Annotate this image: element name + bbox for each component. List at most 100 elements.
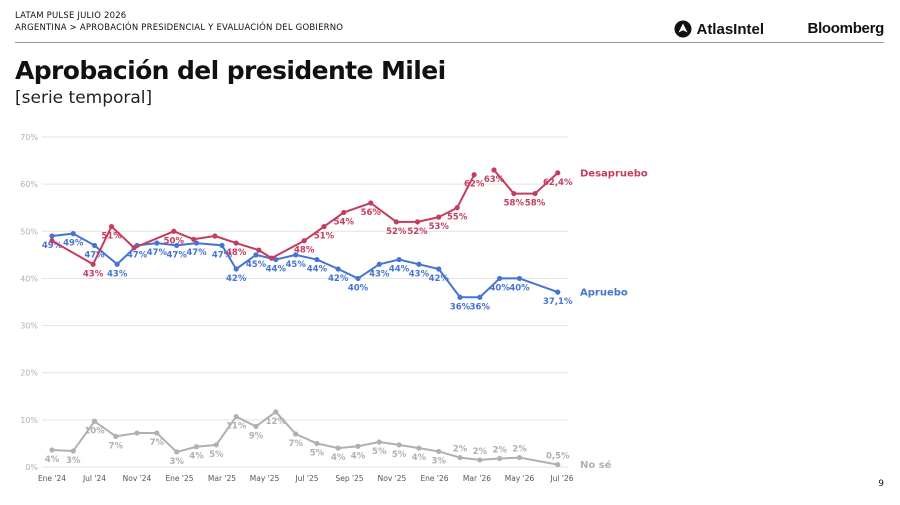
series-end-label-apruebo: Apruebo	[580, 288, 628, 299]
desapruebo-point	[321, 223, 327, 230]
desapruebo-data-label: 48%	[294, 246, 315, 256]
desapruebo-point	[108, 223, 115, 230]
apruebo-point	[114, 261, 120, 267]
nose-data-label: 3%	[432, 456, 447, 466]
apruebo-point	[376, 261, 382, 267]
apruebo-data-label: 44%	[266, 265, 287, 275]
nose-data-label: 12%	[266, 417, 287, 427]
desapruebo-data-label: 58%	[504, 199, 525, 209]
apruebo-data-label: 49%	[63, 239, 84, 249]
x-tick-label: Sep '25	[335, 474, 363, 483]
desapruebo-data-label: 54%	[334, 217, 355, 227]
apruebo-data-label: 40%	[509, 283, 530, 293]
desapruebo-point	[191, 236, 197, 242]
apruebo-data-label: 40%	[348, 283, 369, 293]
nose-data-label: 4%	[351, 451, 366, 461]
apruebo-data-label: 42%	[328, 274, 349, 284]
desapruebo-point	[131, 245, 137, 251]
nose-point	[355, 443, 361, 449]
apruebo-point	[416, 261, 422, 267]
survey-name: LATAM PULSE JULIO 2026	[15, 11, 127, 21]
nose-point	[154, 430, 160, 436]
nose-data-label: 4%	[45, 455, 60, 465]
atlasintel-logo: AtlasIntel	[674, 20, 764, 38]
nose-data-label: 5%	[209, 450, 224, 460]
apruebo-point	[233, 266, 239, 272]
desapruebo-point	[414, 219, 421, 225]
apruebo-data-label: 47%	[147, 248, 168, 258]
desapruebo-point	[212, 233, 218, 239]
series-end-label-nose: No sé	[580, 459, 612, 471]
y-tick-label: 10%	[20, 416, 38, 425]
desapruebo-data-label: 43%	[83, 269, 104, 279]
x-tick-label: May '25	[250, 474, 280, 483]
nose-point	[516, 454, 523, 461]
nose-point	[233, 413, 239, 420]
desapruebo-data-label: 52%	[407, 227, 428, 237]
atlasintel-mark-icon	[674, 20, 692, 38]
apruebo-data-label: 44%	[307, 265, 328, 275]
series-end-label-desapruebo: Desapruebo	[580, 168, 648, 179]
x-tick-label: Jul '25	[294, 474, 318, 483]
breadcrumb-country: ARGENTINA	[15, 23, 67, 33]
nose-point	[477, 457, 483, 463]
apruebo-point	[436, 266, 442, 272]
page-subtitle: [serie temporal]	[15, 88, 153, 108]
x-tick-label: Jul '26	[549, 474, 573, 483]
nose-data-label: 2%	[512, 445, 527, 455]
desapruebo-data-label: 50%	[164, 236, 185, 246]
apruebo-point	[49, 233, 55, 239]
x-tick-label: Jul '24	[82, 474, 106, 483]
x-tick-label: Ene '26	[420, 474, 448, 483]
nose-point	[416, 445, 422, 451]
apruebo-point	[314, 256, 320, 263]
y-tick-label: 0%	[25, 463, 38, 472]
breadcrumb-separator: >	[69, 23, 77, 33]
desapruebo-point	[532, 190, 538, 197]
nose-point	[555, 462, 561, 468]
apruebo-point	[355, 275, 361, 282]
nose-data-label: 4%	[331, 453, 346, 463]
nose-point	[253, 423, 259, 430]
desapruebo-point	[171, 228, 177, 234]
apruebo-point	[555, 289, 561, 295]
apruebo-data-label: 47%	[166, 250, 187, 260]
y-tick-label: 50%	[20, 227, 38, 236]
desapruebo-data-label: 62,4%	[543, 178, 573, 188]
nose-data-label: 3%	[169, 457, 184, 467]
desapruebo-data-label: 56%	[361, 208, 382, 218]
nose-point	[436, 448, 442, 455]
desapruebo-point	[471, 172, 477, 178]
apruebo-point	[193, 240, 200, 246]
x-tick-label: May '26	[505, 474, 535, 483]
apruebo-data-label: 36%	[470, 302, 491, 312]
nose-point	[335, 445, 341, 451]
desapruebo-data-label: 63%	[484, 175, 505, 185]
desapruebo-data-label: 52%	[386, 227, 407, 237]
nose-data-label: 4%	[189, 452, 204, 462]
apruebo-data-label: 43%	[107, 269, 128, 279]
nose-point	[314, 440, 320, 447]
nose-point	[113, 433, 119, 439]
nose-data-label: 7%	[288, 439, 303, 449]
nose-point	[213, 442, 219, 448]
y-tick-label: 30%	[20, 322, 38, 331]
desapruebo-point	[301, 238, 307, 244]
desapruebo-point	[256, 247, 262, 253]
desapruebo-point	[49, 238, 55, 244]
nose-data-label: 7%	[150, 438, 165, 448]
desapruebo-point	[393, 219, 399, 225]
desapruebo-data-label: 51%	[314, 232, 335, 242]
apruebo-point	[335, 266, 341, 272]
nose-data-label: 9%	[249, 431, 264, 441]
apruebo-point	[293, 252, 299, 258]
x-tick-label: Ene '24	[38, 474, 66, 483]
x-tick-label: Nov '25	[378, 474, 407, 483]
apruebo-data-label: 43%	[369, 269, 390, 279]
apruebo-data-label: 45%	[246, 260, 267, 270]
nose-data-label: 2%	[492, 446, 507, 456]
nose-point	[91, 418, 98, 424]
apruebo-data-label: 44%	[389, 265, 410, 275]
y-tick-label: 40%	[20, 274, 38, 283]
apruebo-data-label: 42%	[226, 274, 247, 284]
